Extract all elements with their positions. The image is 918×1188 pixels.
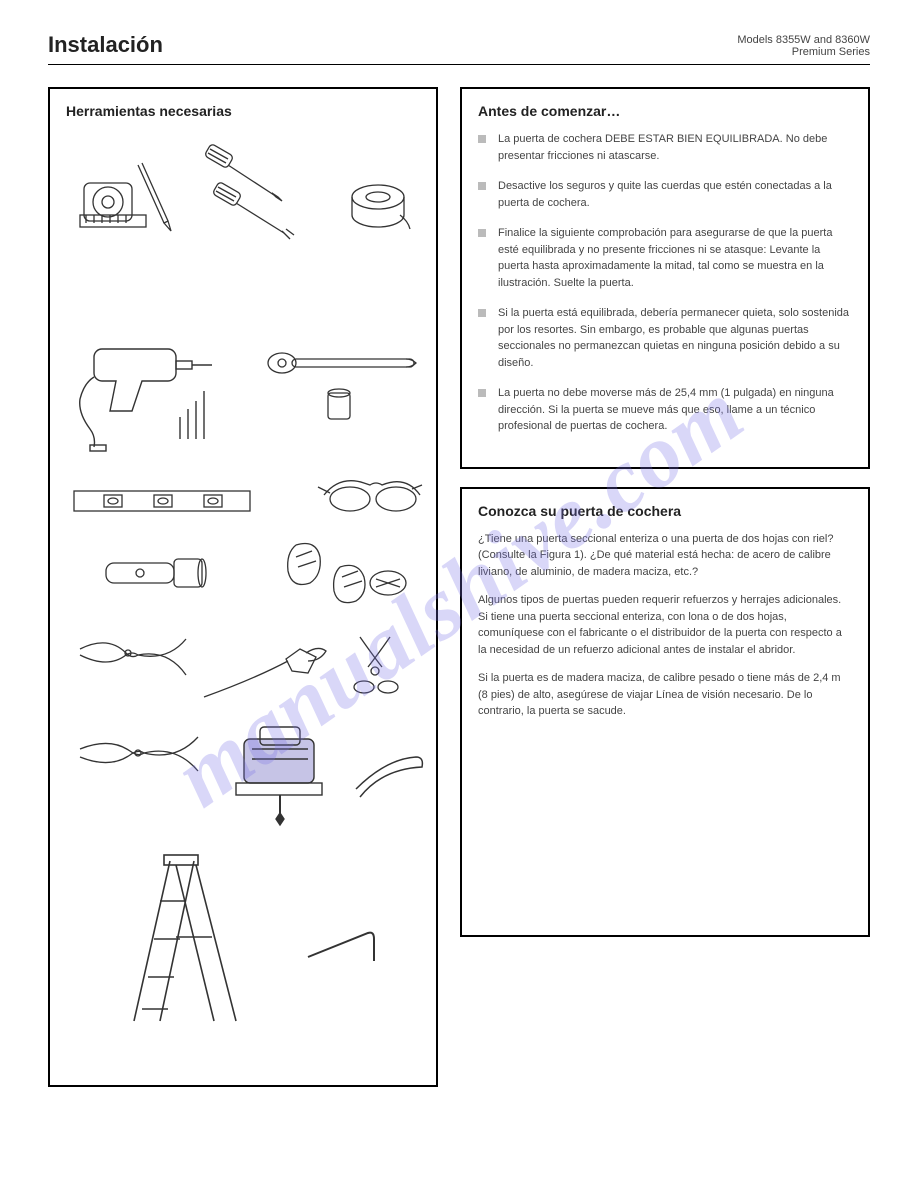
tools-grid — [66, 131, 420, 1051]
list-item: La puerta no debe moverse más de 25,4 mm… — [478, 385, 852, 435]
jigsaw-icon — [226, 719, 346, 829]
safety-glasses-icon — [316, 467, 424, 523]
before-title: Antes de comenzar… — [478, 103, 852, 119]
ratchet-icon — [262, 341, 422, 431]
columns: Herramientas necesarias — [48, 87, 870, 1087]
stepladder-icon — [116, 851, 256, 1031]
page-header: Instalación Models 8355W and 8360W Premi… — [48, 32, 870, 65]
pliers-icon — [72, 631, 192, 691]
hex-key-icon — [302, 921, 394, 971]
learn-box: Conozca su puerta de cochera ¿Tiene una … — [460, 487, 870, 937]
list-item: Finalice la siguiente comprobación para … — [478, 225, 852, 291]
screwdrivers-icon — [196, 139, 316, 249]
learn-para: ¿Tiene una puerta seccional enteriza o u… — [478, 531, 852, 581]
learn-para: Algunos tipos de puertas pueden requerir… — [478, 592, 852, 658]
header-models: Models 8355W and 8360W — [737, 34, 870, 46]
level-icon — [72, 483, 252, 519]
list-item: La puerta de cochera DEBE ESTAR BIEN EQU… — [478, 131, 852, 164]
wire-nuts-icon — [276, 537, 416, 609]
before-list: La puerta de cochera DEBE ESTAR BIEN EQU… — [478, 131, 852, 435]
header-right: Models 8355W and 8360W Premium Series — [737, 34, 870, 58]
list-item: Desactive los seguros y quite las cuerda… — [478, 178, 852, 211]
drill-icon — [72, 321, 262, 461]
snips-icon — [348, 629, 426, 701]
tools-title: Herramientas necesarias — [66, 103, 420, 119]
list-item: Si la puerta está equilibrada, debería p… — [478, 305, 852, 371]
prybar-icon — [350, 749, 428, 809]
before-box: Antes de comenzar… La puerta de cochera … — [460, 87, 870, 469]
learn-para: Si la puerta es de madera maciza, de cal… — [478, 670, 852, 720]
learn-title: Conozca su puerta de cochera — [478, 503, 852, 519]
hammer-icon — [196, 639, 336, 709]
wire-stripper-icon — [74, 731, 204, 793]
tape-roll-icon — [342, 171, 414, 241]
tape-measure-icon — [72, 153, 172, 248]
flashlight-icon — [96, 549, 216, 597]
header-series: Premium Series — [737, 46, 870, 58]
page-title: Instalación — [48, 32, 163, 58]
tools-box: Herramientas necesarias — [48, 87, 438, 1087]
